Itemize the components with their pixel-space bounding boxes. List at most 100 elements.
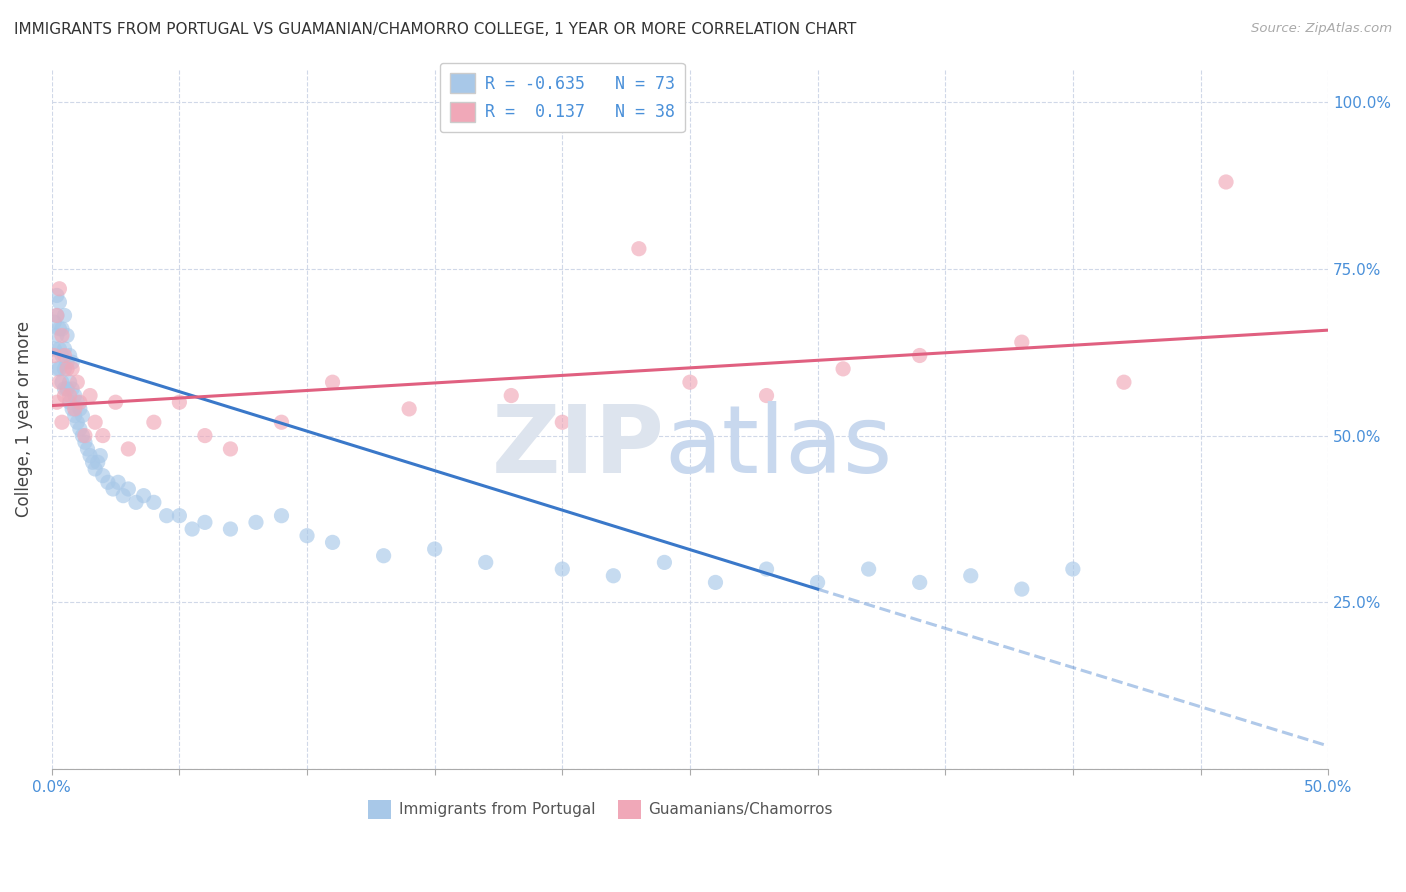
Legend: Immigrants from Portugal, Guamanians/Chamorros: Immigrants from Portugal, Guamanians/Cha… bbox=[361, 794, 839, 825]
Point bbox=[66, 415, 89, 429]
Point bbox=[86, 455, 108, 469]
Point bbox=[91, 468, 114, 483]
Point bbox=[59, 375, 82, 389]
Point bbox=[627, 242, 650, 256]
Point bbox=[53, 349, 76, 363]
Point bbox=[474, 555, 496, 569]
Y-axis label: College, 1 year or more: College, 1 year or more bbox=[15, 321, 32, 517]
Point bbox=[48, 342, 70, 356]
Point bbox=[63, 409, 86, 423]
Point bbox=[858, 562, 880, 576]
Point bbox=[79, 388, 101, 402]
Point bbox=[51, 322, 73, 336]
Point bbox=[53, 362, 76, 376]
Text: Source: ZipAtlas.com: Source: ZipAtlas.com bbox=[1251, 22, 1392, 36]
Point bbox=[69, 395, 91, 409]
Point bbox=[63, 388, 86, 402]
Point bbox=[755, 388, 778, 402]
Point bbox=[56, 362, 79, 376]
Point bbox=[48, 362, 70, 376]
Point bbox=[51, 415, 73, 429]
Point bbox=[832, 362, 855, 376]
Point bbox=[169, 508, 191, 523]
Point bbox=[60, 382, 83, 396]
Point bbox=[245, 516, 267, 530]
Point bbox=[59, 395, 82, 409]
Point bbox=[959, 568, 981, 582]
Point bbox=[373, 549, 395, 563]
Text: IMMIGRANTS FROM PORTUGAL VS GUAMANIAN/CHAMORRO COLLEGE, 1 YEAR OR MORE CORRELATI: IMMIGRANTS FROM PORTUGAL VS GUAMANIAN/CH… bbox=[14, 22, 856, 37]
Point bbox=[112, 489, 135, 503]
Point bbox=[45, 362, 67, 376]
Point bbox=[679, 375, 702, 389]
Point bbox=[59, 388, 82, 402]
Point bbox=[45, 328, 67, 343]
Point bbox=[44, 342, 66, 356]
Point bbox=[53, 388, 76, 402]
Point bbox=[56, 355, 79, 369]
Point bbox=[908, 575, 931, 590]
Point bbox=[194, 516, 217, 530]
Point bbox=[181, 522, 204, 536]
Point bbox=[66, 395, 89, 409]
Point bbox=[107, 475, 129, 490]
Point bbox=[423, 542, 446, 557]
Point bbox=[125, 495, 148, 509]
Point bbox=[84, 462, 107, 476]
Point bbox=[48, 282, 70, 296]
Point bbox=[72, 409, 94, 423]
Point bbox=[69, 422, 91, 436]
Point bbox=[89, 449, 111, 463]
Point bbox=[101, 482, 124, 496]
Point bbox=[322, 375, 344, 389]
Point bbox=[63, 401, 86, 416]
Point bbox=[60, 355, 83, 369]
Point bbox=[219, 522, 242, 536]
Point bbox=[169, 395, 191, 409]
Point bbox=[53, 382, 76, 396]
Point bbox=[322, 535, 344, 549]
Point bbox=[45, 309, 67, 323]
Point bbox=[91, 428, 114, 442]
Point bbox=[82, 455, 104, 469]
Point bbox=[51, 375, 73, 389]
Point bbox=[908, 349, 931, 363]
Point bbox=[1112, 375, 1135, 389]
Point bbox=[51, 349, 73, 363]
Point bbox=[219, 442, 242, 456]
Point bbox=[501, 388, 523, 402]
Point bbox=[270, 508, 292, 523]
Point bbox=[97, 475, 120, 490]
Point bbox=[48, 322, 70, 336]
Point bbox=[551, 562, 574, 576]
Point bbox=[104, 395, 127, 409]
Point bbox=[142, 495, 165, 509]
Point bbox=[704, 575, 727, 590]
Point bbox=[48, 295, 70, 310]
Point bbox=[602, 568, 624, 582]
Point bbox=[295, 529, 318, 543]
Point bbox=[69, 401, 91, 416]
Point bbox=[48, 375, 70, 389]
Point bbox=[60, 401, 83, 416]
Point bbox=[755, 562, 778, 576]
Point bbox=[270, 415, 292, 429]
Point bbox=[551, 415, 574, 429]
Point bbox=[45, 395, 67, 409]
Point bbox=[654, 555, 676, 569]
Point bbox=[1011, 335, 1033, 350]
Point bbox=[117, 482, 139, 496]
Point bbox=[117, 442, 139, 456]
Point bbox=[73, 435, 96, 450]
Point bbox=[56, 328, 79, 343]
Point bbox=[53, 309, 76, 323]
Point bbox=[45, 309, 67, 323]
Text: ZIP: ZIP bbox=[492, 401, 665, 493]
Point bbox=[1215, 175, 1237, 189]
Point bbox=[60, 362, 83, 376]
Point bbox=[44, 315, 66, 329]
Point bbox=[53, 342, 76, 356]
Point bbox=[66, 375, 89, 389]
Point bbox=[398, 401, 420, 416]
Point bbox=[1062, 562, 1084, 576]
